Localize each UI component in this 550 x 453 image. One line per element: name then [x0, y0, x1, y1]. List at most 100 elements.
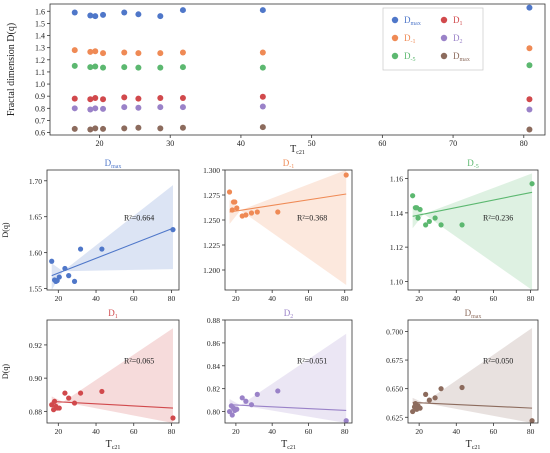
ytick-label: 0.86 [207, 339, 220, 348]
data-point [99, 388, 105, 395]
top-point-series-5 [100, 125, 107, 132]
data-point [423, 222, 429, 228]
data-point [243, 212, 249, 218]
top-point-series-3 [135, 95, 142, 102]
data-point [417, 405, 423, 411]
xtick-label: 80 [168, 294, 176, 303]
top-point-series-5 [259, 124, 266, 131]
ytick-label: 0.675 [386, 356, 403, 365]
top-point-series-1 [100, 50, 107, 57]
top-point-series-4 [121, 104, 128, 111]
panel-title: Dmax [465, 308, 482, 320]
top-point-series-3 [87, 96, 94, 103]
data-point [529, 418, 535, 424]
ytick-label: 1.10 [390, 277, 403, 286]
top-ytick-label: 1.0 [35, 80, 45, 89]
confidence-band [51, 328, 173, 423]
panel-title: D1 [108, 308, 118, 320]
data-point [529, 181, 535, 187]
top-point-series-3 [157, 95, 164, 102]
ytick-label: 1.225 [203, 241, 220, 250]
data-point [229, 207, 235, 213]
data-point [170, 415, 176, 421]
legend-marker [391, 16, 399, 24]
legend-marker [391, 34, 399, 42]
regression-line [51, 227, 174, 277]
r-squared-label: R²=0.236 [483, 213, 513, 222]
top-ytick-label: 1.2 [35, 56, 45, 65]
regression-line [229, 404, 347, 411]
legend-marker [440, 52, 448, 60]
top-point-series-2 [135, 64, 142, 71]
top-point-series-0 [121, 9, 128, 16]
panel-frame [407, 169, 539, 291]
ytick-label: 0.700 [386, 327, 403, 336]
xtick-label: 80 [168, 427, 176, 436]
r-squared-label: R²=0.368 [297, 213, 327, 222]
top-point-series-0 [157, 13, 164, 20]
top-point-series-0 [92, 13, 99, 20]
ytick-label: 1.60 [29, 249, 42, 258]
regression-line [412, 191, 533, 217]
data-point [248, 210, 255, 216]
data-point [71, 400, 78, 406]
xtick-label: 20 [55, 294, 63, 303]
data-point [71, 278, 78, 284]
data-point [77, 246, 84, 252]
xtick-label: 20 [232, 294, 240, 303]
xtick-label: 60 [130, 294, 138, 303]
panel-title: D-1 [283, 158, 295, 170]
top-point-series-2 [100, 64, 107, 71]
r-squared-label: R²=0.065 [124, 356, 154, 365]
data-point [56, 405, 62, 411]
data-point [62, 390, 68, 396]
xtick-label: 40 [92, 427, 100, 436]
top-ytick-label: 1.5 [35, 19, 45, 28]
data-point [459, 384, 465, 391]
data-point [99, 246, 105, 252]
panel-p4: 20 40 60 80 0.88 0.90 0.92 D1 R²=0.065 D(q) Tc21 [1, 308, 180, 451]
panel-xlabel: Tc21 [281, 439, 296, 451]
ytick-label: 0.625 [386, 413, 403, 422]
legend-label: Dmax [453, 51, 470, 63]
top-legend: Dmax D1 D-1 D2 D-5 Dmax [382, 7, 484, 71]
top-point-series-2 [179, 64, 186, 71]
xtick-label: 60 [490, 427, 498, 436]
top-point-series-3 [526, 96, 533, 103]
data-point [226, 189, 233, 195]
xtick-label: 40 [453, 427, 461, 436]
ytick-label: 1.275 [203, 191, 220, 200]
top-point-series-4 [179, 104, 186, 111]
top-point-series-0 [135, 11, 142, 18]
data-point [56, 274, 62, 280]
xtick-label: 80 [527, 294, 535, 303]
panel-title: D-5 [467, 158, 479, 170]
confidence-band [412, 173, 533, 290]
r-squared-label: R²=0.050 [483, 356, 513, 365]
top-point-series-4 [92, 105, 99, 112]
panel-p5: 20 40 60 80 0.80 0.82 0.84 0.86 0.88 D2 R²=0.051 Tc… [207, 308, 353, 451]
top-ytick-label: 0.6 [35, 129, 45, 138]
top-xtick-label: 70 [449, 139, 457, 148]
r-squared-label: R²=0.664 [124, 213, 154, 222]
ytick-label: 0.92 [29, 341, 42, 350]
top-point-series-3 [92, 95, 99, 102]
top-point-series-1 [71, 47, 78, 54]
top-point-series-4 [526, 106, 533, 113]
top-point-series-5 [92, 125, 99, 132]
data-point [417, 206, 423, 213]
top-point-series-0 [100, 11, 107, 18]
top-point-series-3 [71, 95, 78, 102]
panel-ylabel: D(q) [1, 222, 10, 237]
ytick-label: 1.16 [390, 175, 403, 184]
top-ytick-label: 1.3 [35, 44, 45, 53]
data-point [62, 265, 68, 272]
legend-label: D-1 [404, 33, 416, 45]
r-squared-label: R²=0.051 [297, 356, 327, 365]
top-point-series-2 [92, 63, 99, 70]
top-point-series-1 [179, 49, 186, 56]
top-ytick-label: 1.4 [35, 32, 45, 41]
top-point-series-4 [100, 105, 107, 112]
top-panel: 20 30 40 50 60 70 80 0.6 0.7 0.8 0.9 1.0 1.1 1.2 1.3 1.… [6, 3, 546, 156]
